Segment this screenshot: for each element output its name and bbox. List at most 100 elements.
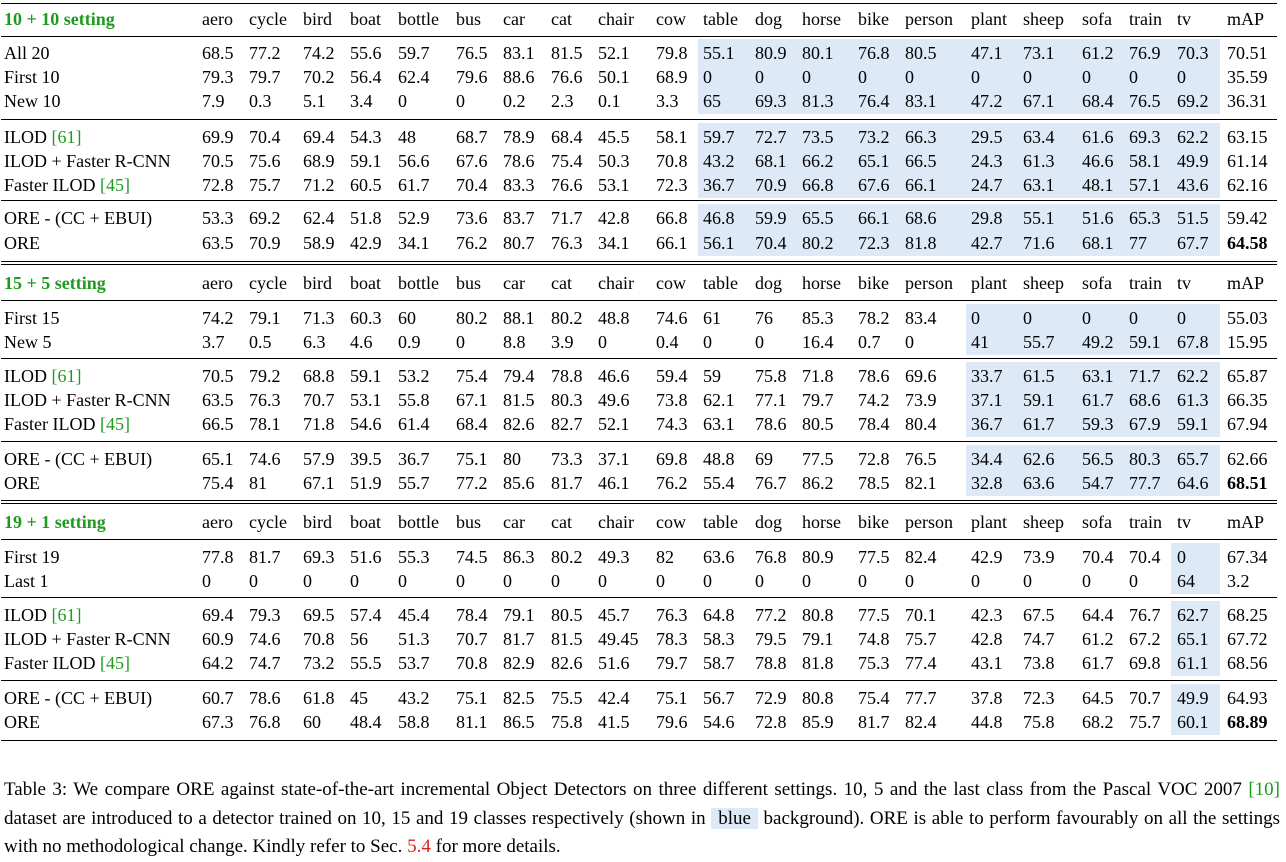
table-cell: 48 [398, 127, 416, 147]
table-cell: 64.5 [1082, 688, 1114, 708]
table-cell: 76.5 [1129, 91, 1161, 111]
column-header: boat [350, 512, 381, 532]
table-cell: 66.2 [802, 151, 834, 171]
method-name: First 19 [4, 547, 60, 567]
table-cell: 57.1 [1129, 175, 1161, 195]
table-cell: 55.1 [1023, 208, 1055, 228]
table-cell: 0 [971, 571, 980, 591]
table-cell: 54.7 [1082, 473, 1114, 493]
citation-link[interactable]: [61] [51, 366, 82, 386]
table-cell: 61.6 [1082, 127, 1114, 147]
table-cell: 0 [202, 571, 211, 591]
table-cell: 68.5 [202, 43, 234, 63]
method-label: ILOD [4, 366, 52, 386]
table-cell: 55.7 [1023, 332, 1055, 352]
table-cell: 63.6 [1023, 473, 1055, 493]
table-cell: 42.9 [350, 233, 382, 253]
table-cell: 80.3 [1129, 449, 1161, 469]
table-cell: 70.7 [1129, 688, 1161, 708]
table-cell: 64.2 [202, 653, 234, 673]
table-cell: 65.7 [1177, 449, 1209, 469]
citation-link[interactable]: [45] [99, 653, 130, 673]
map-value: 55.03 [1227, 308, 1268, 328]
table-cell: 80 [503, 449, 521, 469]
table-cell: 0 [551, 571, 560, 591]
table-cell: 70.4 [1129, 547, 1161, 567]
table-cell: 73.1 [1023, 43, 1055, 63]
table-cell: 70.5 [202, 366, 234, 386]
table-cell: 53.7 [398, 653, 430, 673]
table-cell: 0 [456, 91, 465, 111]
table-rule [1, 200, 1277, 201]
table-cell: 82 [656, 547, 674, 567]
table-cell: 61 [703, 308, 721, 328]
table-cell: 69.9 [202, 127, 234, 147]
table-cell: 58.3 [703, 629, 735, 649]
column-header: bird [303, 273, 332, 293]
table-cell: 62.7 [1177, 605, 1209, 625]
table-cell: 86.5 [503, 712, 535, 732]
column-header: sofa [1082, 273, 1112, 293]
table-cell: 63.4 [1023, 127, 1055, 147]
table-cell: 76 [755, 308, 773, 328]
table-cell: 69.6 [905, 366, 937, 386]
table-cell: 74.7 [249, 653, 281, 673]
method-name: ILOD [61] [4, 126, 82, 148]
table-cell: 54.3 [350, 127, 382, 147]
table-cell: 80.2 [802, 233, 834, 253]
citation-link[interactable]: [61] [51, 605, 82, 625]
table-cell: 53.1 [598, 175, 630, 195]
map-value: 67.34 [1227, 547, 1268, 567]
table-cell: 5.1 [303, 91, 326, 111]
table-rule [1, 740, 1277, 741]
table-cell: 49.6 [598, 390, 630, 410]
table-cell: 78.6 [858, 366, 890, 386]
blue-highlight [1171, 543, 1220, 594]
table-cell: 32.8 [971, 473, 1003, 493]
table-cell: 67.5 [1023, 605, 1055, 625]
table-cell: 51.9 [350, 473, 382, 493]
table-cell: 80.9 [802, 547, 834, 567]
citation-link[interactable]: [45] [99, 414, 130, 434]
caption-section-link[interactable]: 5.4 [407, 836, 431, 857]
table-cell: 61.4 [398, 414, 430, 434]
column-header: aero [202, 512, 233, 532]
column-header: train [1129, 9, 1162, 29]
column-header: bike [858, 512, 889, 532]
table-cell: 83.4 [905, 308, 937, 328]
table-cell: 76.8 [755, 547, 787, 567]
table-cell: 66.8 [656, 208, 688, 228]
table-cell: 0 [905, 571, 914, 591]
column-header: sheep [1023, 273, 1064, 293]
table-cell: 60 [398, 308, 416, 328]
table-cell: 66.5 [905, 151, 937, 171]
caption-citation-link[interactable]: [10] [1248, 779, 1280, 800]
table-cell: 46.6 [598, 366, 630, 386]
table-cell: 61.5 [1023, 366, 1055, 386]
table-cell: 73.2 [303, 653, 335, 673]
table-cell: 77.2 [755, 605, 787, 625]
table-cell: 75.1 [456, 688, 488, 708]
table-cell: 59.1 [1129, 332, 1161, 352]
table-cell: 0 [598, 571, 607, 591]
table-cell: 56.6 [398, 151, 430, 171]
citation-link[interactable]: [61] [51, 127, 82, 147]
table-cell: 73.8 [1023, 653, 1055, 673]
table-cell: 42.3 [971, 605, 1003, 625]
table-cell: 76.3 [656, 605, 688, 625]
table-cell: 68.4 [456, 414, 488, 434]
table-cell: 51.6 [1082, 208, 1114, 228]
column-header: bottle [398, 273, 439, 293]
column-header: cat [551, 9, 572, 29]
table-cell: 80.1 [802, 43, 834, 63]
map-value: 70.51 [1227, 43, 1268, 63]
table-cell: 62.6 [1023, 449, 1055, 469]
map-value: 62.16 [1227, 175, 1268, 195]
column-header: bottle [398, 9, 439, 29]
map-value: 35.59 [1227, 67, 1268, 87]
table-cell: 60 [303, 712, 321, 732]
column-header: plant [971, 273, 1007, 293]
table-cell: 69.4 [202, 605, 234, 625]
citation-link[interactable]: [45] [99, 175, 130, 195]
table-cell: 76.6 [551, 175, 583, 195]
